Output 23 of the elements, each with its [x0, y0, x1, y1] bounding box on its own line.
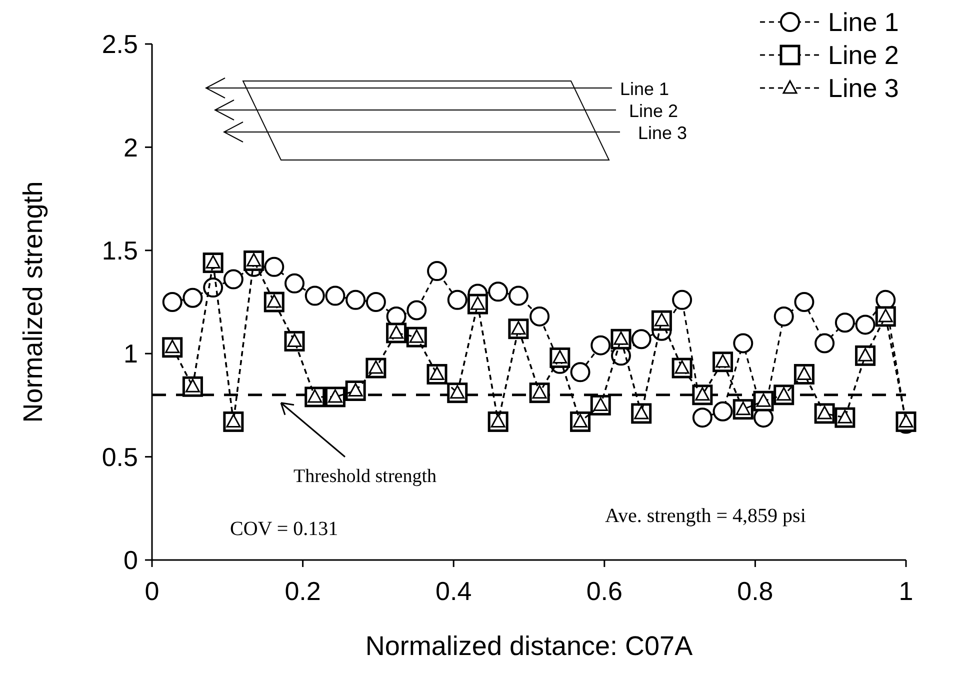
annotation: Ave. strength = 4,859 psi [605, 505, 806, 527]
y-tick-label: 0 [124, 545, 138, 576]
ref-line-label: Threshold strength [293, 466, 437, 487]
x-tick-label: 0.8 [737, 576, 774, 606]
x-tick-label: 1 [898, 576, 914, 606]
y-tick-label: 1.5 [102, 236, 138, 266]
annotation: Line 1 [620, 79, 670, 99]
y-tick-label: 2.5 [102, 29, 138, 60]
x-tick-label: 0.6 [586, 576, 622, 606]
legend-label: Line 3 [828, 73, 899, 104]
x-tick-label: 0.2 [284, 576, 321, 606]
annotation: COV = 0.131 [230, 518, 338, 540]
legend-label: Line 1 [828, 7, 899, 38]
annotation: Line 2 [629, 101, 678, 121]
y-tick-label: 1 [124, 338, 138, 369]
x-axis-title: Normalized distance: C07A [365, 631, 693, 661]
x-tick-label: 0.4 [436, 576, 472, 606]
y-axis-title: Normalized strength [18, 181, 48, 423]
y-tick-label: 0.5 [102, 442, 138, 472]
annotation: Line 3 [638, 123, 688, 143]
y-tick-label: 2 [124, 132, 138, 162]
legend-label: Line 2 [828, 40, 899, 70]
x-tick-label: 0 [144, 576, 160, 606]
